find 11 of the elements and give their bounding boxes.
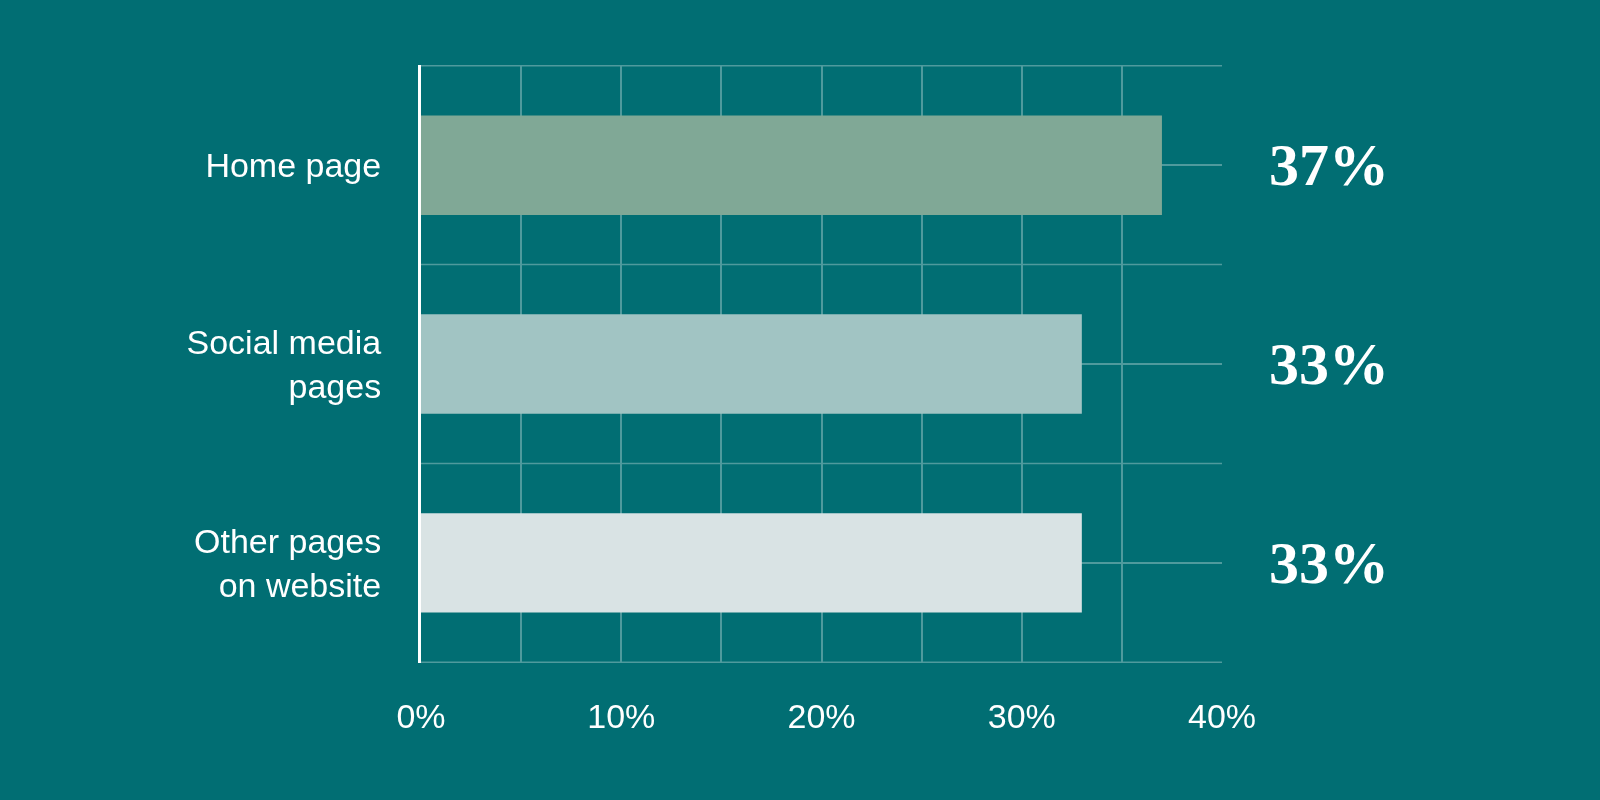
x-tick-label: 0% — [396, 697, 446, 735]
x-tick-label: 40% — [1187, 697, 1257, 735]
data-label: 33% — [1269, 530, 1389, 596]
y-tick-label: Home page — [205, 146, 382, 185]
x-tick-label: 20% — [787, 697, 856, 735]
data-label: 37% — [1269, 132, 1389, 198]
y-tick-label: Other pages on website — [194, 521, 382, 604]
x-tick-label: 10% — [587, 697, 656, 735]
data-label: 33% — [1269, 331, 1389, 397]
x-tick-label: 30% — [987, 697, 1056, 735]
y-tick-label: Social media pages — [186, 322, 382, 405]
